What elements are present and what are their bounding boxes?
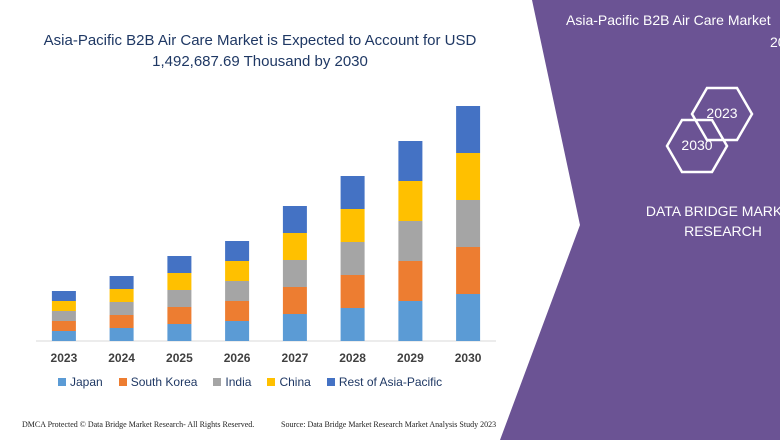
x-tick-label-2023: 2023: [51, 351, 78, 365]
bar-segment-2026-south-korea: [225, 301, 250, 321]
legend-item-japan: Japan: [58, 375, 103, 389]
x-tick-label-2027: 2027: [282, 351, 309, 365]
bar-segment-2028-south-korea: [340, 275, 365, 308]
legend-swatch-india: [213, 378, 222, 386]
bar-segment-2025-india: [167, 290, 192, 307]
legend-item-india: India: [213, 375, 251, 389]
legend-label-china: China: [279, 375, 311, 389]
x-tick-label-2024: 2024: [108, 351, 135, 365]
bar-segment-2024-rest-of-asia-pacific: [109, 276, 134, 289]
bar-segment-2025-rest-of-asia-pacific: [167, 256, 192, 273]
x-tick-label-2026: 2026: [224, 351, 251, 365]
legend-item-south-korea: South Korea: [118, 375, 198, 389]
bar-segment-2026-china: [225, 261, 250, 281]
bar-segment-2025-south-korea: [167, 307, 192, 324]
x-tick-label-2030: 2030: [455, 351, 482, 365]
bar-segment-2026-india: [225, 281, 250, 301]
legend-label-india: India: [225, 375, 252, 389]
bar-segment-2030-japan: [456, 294, 481, 341]
hexagon-2023: [690, 86, 754, 142]
bar-segment-2027-rest-of-asia-pacific: [282, 206, 307, 233]
brand-panel: [500, 0, 780, 440]
legend-item-china: China: [267, 375, 311, 389]
bars-group: [51, 106, 481, 341]
x-tick-label-2025: 2025: [166, 351, 193, 365]
bar-segment-2030-south-korea: [456, 247, 481, 294]
hex-label-2023: 2023: [706, 105, 738, 121]
bar-segment-2023-india: [51, 311, 76, 321]
bar-segment-2023-rest-of-asia-pacific: [51, 291, 76, 301]
footer-copyright: DMCA Protected © Data Bridge Market Rese…: [22, 420, 255, 429]
bar-segment-2028-china: [340, 209, 365, 242]
legend-label-rest-of-asia-pacific: Rest of Asia-Pacific: [338, 375, 443, 389]
legend-label-japan: Japan: [70, 375, 103, 389]
bar-segment-2027-china: [282, 233, 307, 260]
legend-swatch-rest-of-asia-pacific: [326, 378, 335, 386]
bar-segment-2027-south-korea: [282, 287, 307, 314]
panel-title-line2: 20: [770, 34, 780, 50]
bar-segment-2029-china: [398, 181, 423, 221]
bar-segment-2027-japan: [282, 314, 307, 341]
legend-swatch-japan: [58, 378, 66, 386]
bar-segment-2026-rest-of-asia-pacific: [225, 241, 250, 261]
hex-label-2030: 2030: [681, 137, 713, 153]
bar-segment-2030-india: [456, 200, 481, 247]
bar-segment-2030-rest-of-asia-pacific: [456, 106, 481, 153]
legend-item-rest-of-asia-pacific: Rest of Asia-Pacific: [326, 375, 443, 389]
bar-segment-2024-india: [109, 302, 134, 315]
bar-segment-2029-south-korea: [398, 261, 423, 301]
hexagon-2030: [665, 118, 729, 174]
legend-swatch-south-korea: [118, 378, 127, 386]
bar-segment-2030-china: [456, 153, 481, 200]
legend-swatch-china: [267, 378, 276, 386]
panel-title: Asia-Pacific B2B Air Care Market 20: [566, 9, 780, 53]
brand-line1: DATA BRIDGE MARKET: [645, 203, 780, 219]
bar-segment-2023-japan: [51, 331, 76, 341]
bar-segment-2029-india: [398, 221, 423, 261]
bar-segment-2027-india: [282, 260, 307, 287]
bar-segment-2028-japan: [340, 308, 365, 341]
panel-title-line1: Asia-Pacific B2B Air Care Market: [566, 12, 771, 28]
brand-text: DATA BRIDGE MARKET RESEARCH: [628, 201, 780, 241]
x-tick-labels: 2023 2024 2025 2026 2027 2028 2029 2030: [51, 351, 482, 365]
bar-segment-2024-south-korea: [109, 315, 134, 328]
bar-segment-2029-japan: [398, 301, 423, 341]
x-tick-label-2028: 2028: [339, 351, 366, 365]
bar-segment-2029-rest-of-asia-pacific: [398, 141, 423, 181]
bar-segment-2025-china: [167, 273, 192, 290]
bar-segment-2028-rest-of-asia-pacific: [340, 176, 365, 209]
bar-segment-2024-japan: [109, 328, 134, 341]
chart-legend: Japan South Korea India China Rest of As…: [58, 375, 442, 389]
legend-label-south-korea: South Korea: [130, 375, 198, 389]
bar-segment-2023-china: [51, 301, 76, 311]
brand-line2: RESEARCH: [684, 223, 762, 239]
footer-source: Source: Data Bridge Market Research Mark…: [281, 420, 497, 429]
chart-title: Asia-Pacific B2B Air Care Market is Expe…: [43, 32, 477, 70]
bar-segment-2024-china: [109, 289, 134, 302]
x-tick-label-2029: 2029: [397, 351, 424, 365]
bar-segment-2025-japan: [167, 324, 192, 341]
bar-segment-2023-south-korea: [51, 321, 76, 331]
bar-segment-2026-japan: [225, 321, 250, 341]
bar-segment-2028-india: [340, 242, 365, 275]
